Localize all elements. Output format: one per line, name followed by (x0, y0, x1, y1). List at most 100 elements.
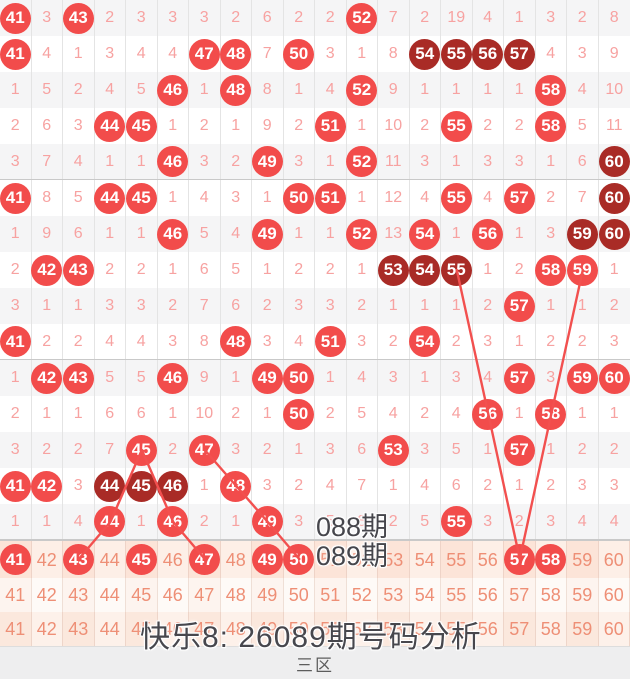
miss-count-value: 1 (10, 512, 20, 530)
trend-row-6: 41 8 5 44 45 1 4 3 1 50 51 1 12 4 55 4 57 2 7 60 (0, 180, 630, 216)
miss-count-41: 1 (0, 72, 32, 108)
current-number-58: 58 (535, 541, 567, 578)
miss-count-value: 5 (136, 81, 146, 98)
drawn-number-44: 44 (94, 108, 126, 144)
miss-count-value: 1 (231, 117, 241, 134)
hot-ball: 57 (503, 434, 535, 466)
miss-count-44: 3 (95, 36, 126, 72)
miss-count-value: 4 (325, 81, 335, 98)
drawn-number-60: 60 (598, 360, 630, 396)
miss-count-value: 1 (73, 405, 83, 422)
drawn-number-57: 57 (503, 360, 536, 396)
miss-count-value: 2 (357, 297, 367, 314)
hot-ball: 52 (346, 146, 378, 177)
miss-count-46: 1 (158, 180, 189, 216)
trend-row-4: 2 6 3 44 45 1 2 1 9 2 51 1 10 2 55 2 2 58 5 11 (0, 108, 630, 144)
miss-count-value: 2 (294, 9, 304, 26)
miss-count-56: 4 (473, 0, 504, 36)
drawn-number-41: 41 (0, 324, 32, 359)
miss-count-value: 9 (262, 117, 272, 134)
miss-count-value: 7 (357, 477, 367, 494)
miss-count-value: 3 (136, 297, 146, 314)
miss-count-52: 4 (347, 360, 378, 396)
miss-count-value: 2 (420, 117, 430, 134)
miss-count-51: 1 (315, 144, 347, 179)
number-label: 59 (572, 619, 593, 639)
miss-count-43: 2 (63, 324, 95, 359)
hot-ball: 44 (94, 110, 126, 142)
miss-count-value: 1 (231, 512, 241, 530)
miss-count-54: 3 (410, 144, 441, 179)
hot-ball: 56 (472, 398, 504, 430)
miss-count-49: 2 (252, 288, 284, 324)
hot-ball: 45 (125, 182, 157, 214)
miss-count-value: 2 (199, 512, 209, 530)
number-label: 46 (162, 585, 183, 605)
miss-count-56: 1 (473, 432, 504, 468)
miss-count-47: 3 (189, 0, 221, 36)
miss-count-value: 2 (546, 477, 556, 494)
miss-count-46: 3 (158, 0, 189, 36)
miss-count-value: 7 (388, 9, 398, 26)
number-label: 59 (572, 585, 593, 605)
miss-count-45: 3 (126, 288, 158, 324)
miss-count-56: 3 (473, 504, 504, 539)
miss-count-value: 1 (136, 225, 146, 242)
miss-count-value: 3 (73, 477, 83, 494)
drawn-number-53: 53 (377, 252, 410, 288)
hot-ball: 43 (62, 2, 94, 34)
scale-number-44: 44 (94, 612, 126, 646)
miss-count-value: 2 (577, 9, 587, 26)
drawn-number-43: 43 (62, 0, 95, 36)
miss-count-53: 4 (378, 396, 410, 432)
miss-count-value: 7 (199, 297, 209, 314)
current-number-54: 54 (409, 541, 441, 578)
drawn-number-58: 58 (535, 396, 567, 432)
hot-ball: 59 (566, 362, 598, 394)
miss-count-55: 3 (441, 360, 473, 396)
miss-count-value: 1 (514, 225, 524, 242)
drawn-number-57: 57 (503, 36, 536, 72)
drawn-number-52: 52 (346, 72, 378, 108)
miss-count-51: 1 (315, 360, 347, 396)
scale-number-49: 49 (252, 612, 284, 646)
scale-number-54: 54 (409, 612, 441, 646)
miss-count-54: 4 (410, 180, 441, 216)
miss-count-58: 1 (536, 144, 567, 179)
scale-number-53: 53 (378, 612, 410, 646)
miss-count-47: 7 (189, 288, 221, 324)
miss-count-55: 1 (441, 216, 473, 252)
miss-count-value: 3 (483, 152, 493, 170)
miss-count-value: 1 (105, 152, 115, 170)
miss-count-55: 4 (441, 396, 473, 432)
miss-count-49: 3 (252, 324, 284, 359)
miss-count-value: 1 (168, 117, 178, 134)
miss-count-value: 2 (483, 297, 493, 314)
miss-count-42: 3 (32, 0, 63, 36)
dark-ball: 44 (94, 470, 126, 502)
drawn-number-49: 49 (251, 504, 284, 539)
scale-number-45: 45 (126, 578, 158, 612)
miss-count-value: 1 (325, 152, 335, 170)
hot-ball: 51 (314, 326, 346, 357)
miss-count-41: 1 (0, 504, 32, 539)
miss-count-41: 3 (0, 144, 32, 179)
miss-count-49: 7 (252, 36, 284, 72)
drawn-number-55: 55 (440, 252, 473, 288)
drawn-number-54: 54 (409, 252, 441, 288)
miss-count-value: 1 (388, 477, 398, 494)
miss-count-value: 2 (388, 332, 398, 350)
miss-count-value: 1 (546, 297, 556, 314)
miss-count-value: 3 (262, 477, 272, 494)
miss-count-57: 2 (504, 252, 536, 288)
miss-count-44: 4 (95, 72, 126, 108)
miss-count-value: 7 (42, 152, 52, 170)
drawn-number-56: 56 (472, 36, 504, 72)
hot-ball: 52 (346, 2, 378, 34)
miss-count-52: 3 (347, 324, 378, 359)
hot-ball: 48 (220, 38, 252, 70)
miss-count-60: 9 (599, 36, 630, 72)
scale-number-48: 48 (220, 578, 252, 612)
miss-count-52: 1 (347, 252, 378, 288)
dark-ball: 57 (503, 38, 535, 70)
